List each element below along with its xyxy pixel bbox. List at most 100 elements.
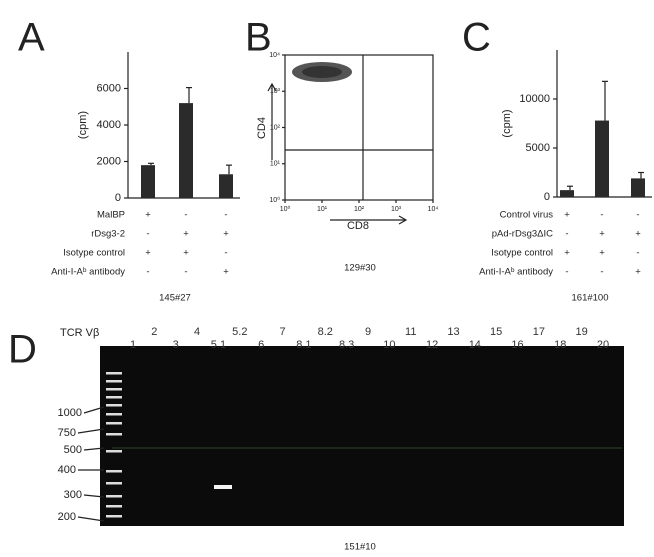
bar: [219, 174, 233, 198]
y-tick-label: 10⁴: [269, 52, 280, 59]
x-axis-label: CD8: [347, 220, 369, 232]
ladder-band: [106, 433, 122, 436]
caption: 161#100: [572, 293, 609, 304]
treatment-sign: -: [224, 210, 227, 221]
panel-letter: D: [8, 328, 37, 372]
ladder-label: 750: [58, 427, 76, 439]
treatment-label: Anti-I-Aᵇ antibody: [51, 267, 125, 278]
treatment-sign: -: [565, 267, 568, 278]
treatment-sign: +: [564, 210, 570, 221]
y-tick-label: 5000: [526, 142, 550, 154]
treatment-sign: -: [224, 248, 227, 259]
y-axis-label: (cpm): [501, 109, 513, 137]
treatment-sign: -: [146, 229, 149, 240]
ladder-pointer: [77, 516, 105, 522]
ladder-band: [106, 388, 122, 391]
ladder-label: 400: [58, 464, 76, 476]
lane-label: 19: [576, 326, 588, 338]
ladder-band: [106, 470, 122, 473]
ladder-pointer: [83, 494, 105, 498]
ladder-band: [106, 380, 122, 383]
ladder-band: [106, 515, 122, 518]
treatment-sign: -: [636, 210, 639, 221]
treatment-label: rDsg3-2: [91, 229, 125, 240]
treatment-sign: +: [183, 248, 189, 259]
x-axis-arrow: [330, 215, 408, 225]
y-tick-label: 10¹: [270, 161, 281, 168]
lane-label: 1: [130, 339, 136, 351]
treatment-sign: +: [223, 229, 229, 240]
lane-label: 8.2: [318, 326, 333, 338]
ladder-band: [106, 413, 122, 416]
lane-label: 7: [279, 326, 285, 338]
treatment-sign: -: [600, 267, 603, 278]
ladder-band: [106, 450, 122, 453]
treatment-sign: +: [599, 229, 605, 240]
y-axis-label: CD4: [256, 117, 268, 139]
bar: [560, 190, 574, 197]
caption: 145#27: [159, 293, 191, 304]
y-tick-label: 4000: [97, 119, 121, 131]
treatment-sign: -: [636, 248, 639, 259]
caption: 151#10: [344, 542, 376, 553]
treatment-sign: +: [635, 229, 641, 240]
treatment-sign: +: [599, 248, 605, 259]
lane-label: 17: [533, 326, 545, 338]
treatment-sign: -: [146, 267, 149, 278]
ladder-pointer: [83, 406, 105, 414]
lane-label: 8.3: [339, 339, 354, 351]
treatment-label: Anti-I-Aᵇ antibody: [479, 267, 553, 278]
lane-label: 2: [151, 326, 157, 338]
treatment-sign: -: [600, 210, 603, 221]
panel-letter: B: [245, 16, 272, 60]
ladder-band: [106, 404, 122, 407]
treatment-sign: +: [635, 267, 641, 278]
bar: [141, 165, 155, 198]
lane-label: 4: [194, 326, 200, 338]
ladder-label: 500: [64, 444, 82, 456]
lane-label: 8.1: [296, 339, 311, 351]
y-tick-label: 0: [115, 192, 121, 204]
treatment-label: pAd-rDsg3ΔIC: [492, 229, 553, 240]
bar: [631, 178, 645, 197]
lane-label: 20: [597, 339, 609, 351]
treatment-sign: +: [564, 248, 570, 259]
gel-image: [100, 346, 624, 526]
panel-letter: C: [462, 16, 491, 60]
ladder-band: [106, 482, 122, 485]
lane-label: 15: [490, 326, 502, 338]
x-tick-label: 10¹: [317, 206, 328, 213]
y-axis-arrow: [267, 82, 277, 160]
lane-label: 9: [365, 326, 371, 338]
lane-label: 18: [554, 339, 566, 351]
ladder-pointer: [77, 428, 105, 434]
lane-label: 5.1: [211, 339, 226, 351]
y-axis-label: (cpm): [77, 111, 89, 139]
x-tick-label: 10³: [391, 206, 402, 213]
y-tick-label: 10⁰: [269, 196, 280, 204]
panel-letter: A: [18, 16, 45, 60]
y-tick-label: 6000: [97, 82, 121, 94]
ladder-pointer: [83, 447, 105, 451]
lane-label: 6: [258, 339, 264, 351]
treatment-sign: -: [184, 210, 187, 221]
treatment-label: Isotype control: [491, 248, 553, 259]
y-tick-label: 2000: [97, 155, 121, 167]
lane-label: 14: [469, 339, 481, 351]
ladder-band: [106, 505, 122, 508]
lane-label: 13: [447, 326, 459, 338]
ladder-label: 1000: [58, 407, 82, 419]
treatment-label: Isotype control: [63, 248, 125, 259]
y-tick-label: 10²: [270, 124, 281, 131]
ladder-label: 200: [58, 511, 76, 523]
ladder-band: [106, 372, 122, 375]
ladder-band: [106, 495, 122, 498]
ladder-label: 300: [64, 489, 82, 501]
y-tick-label: 10³: [270, 88, 281, 95]
bar: [595, 120, 609, 197]
treatment-sign: +: [183, 229, 189, 240]
treatment-sign: +: [145, 210, 151, 221]
lane-label: 12: [426, 339, 438, 351]
lane-label: 3: [173, 339, 179, 351]
